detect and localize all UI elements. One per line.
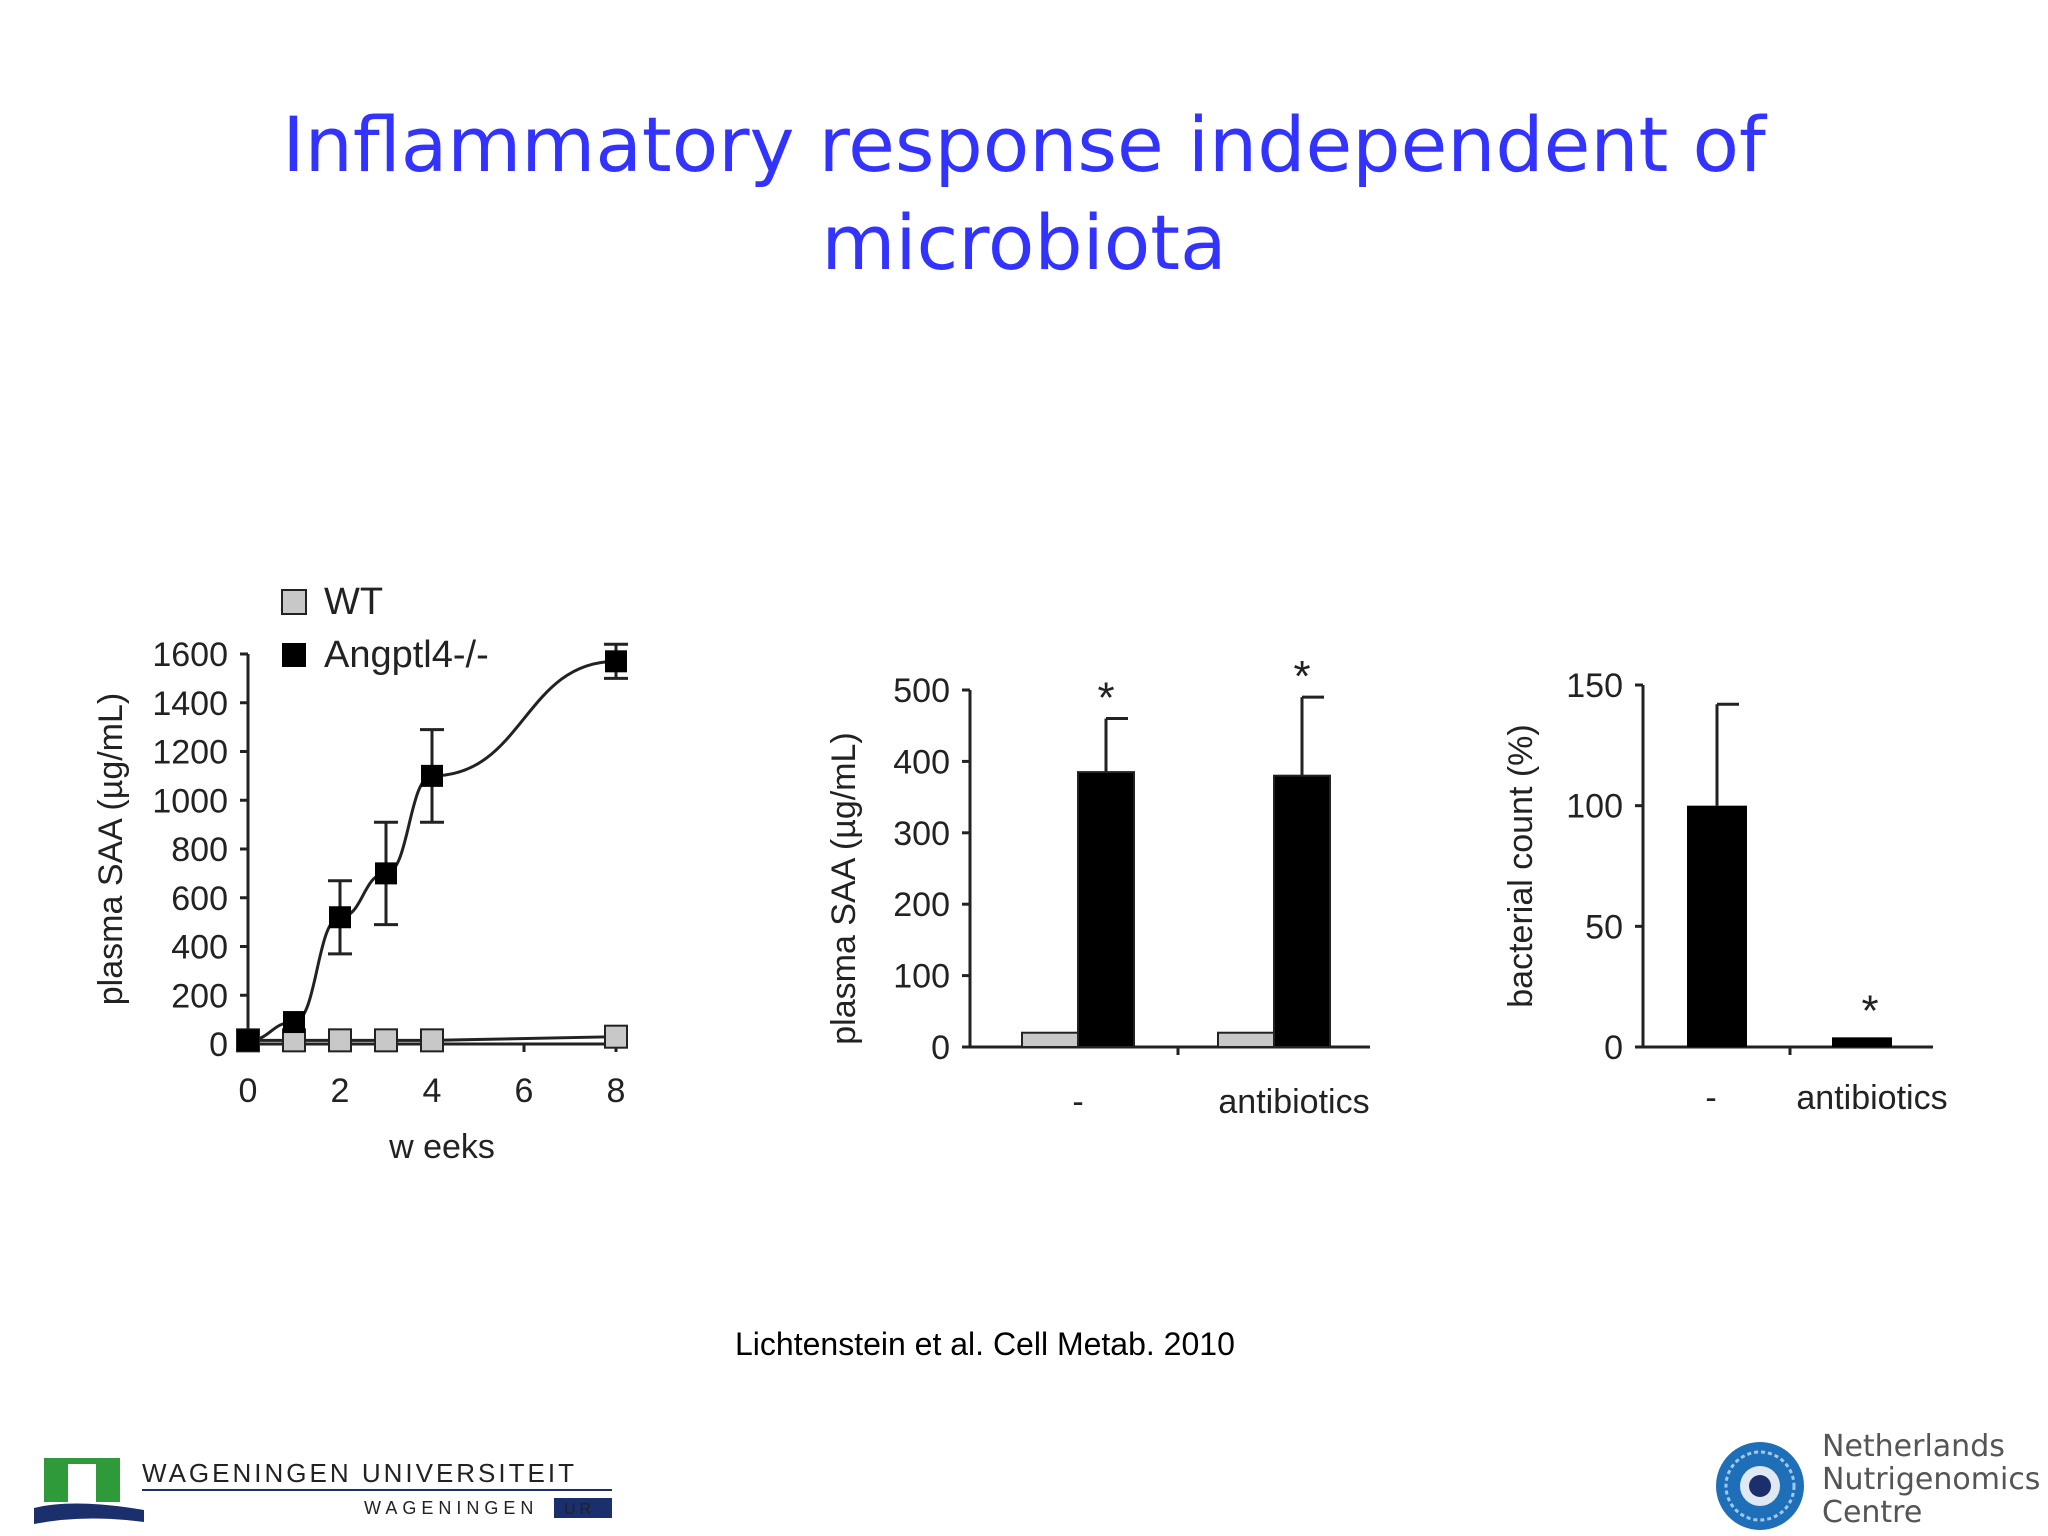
nnc-text-line-1: Netherlands — [1822, 1429, 2005, 1464]
logo-globe-ring — [1724, 1450, 1796, 1522]
y-tick-label: 1000 — [152, 782, 228, 820]
data-point-angptl4 — [329, 906, 351, 929]
bar-bacterial-count — [1832, 1037, 1892, 1047]
significance-asterisk: * — [1861, 986, 1878, 1035]
y-tick-label: 100 — [1566, 788, 1623, 826]
logo-ur-badge — [554, 1498, 612, 1518]
data-point-wt — [328, 1028, 352, 1053]
x-axis-label: w eeks — [388, 1128, 495, 1166]
significance-asterisk: * — [1293, 652, 1310, 701]
y-axis-label: plasma SAA (µg/mL) — [92, 693, 130, 1005]
slide-title-line-2: microbiota — [821, 198, 1227, 287]
nutrigenomics-centre-text: Netherlands Nutrigenomics Centre — [1822, 1430, 2040, 1529]
y-tick-label: 100 — [893, 958, 950, 996]
data-point-angptl4 — [421, 764, 443, 787]
y-tick-label: 1600 — [152, 636, 228, 674]
x-tick-label: 2 — [331, 1072, 350, 1110]
y-tick-label: 600 — [171, 880, 228, 918]
wageningen-university-logo: WAGENINGEN UNIVERSITEIT WAGENINGEN UR — [34, 1458, 612, 1524]
y-axis-label: plasma SAA (µg/mL) — [825, 732, 863, 1044]
data-point-wt — [604, 1024, 628, 1049]
y-tick-label: 0 — [1604, 1029, 1623, 1067]
y-tick-label: 0 — [931, 1029, 950, 1067]
legend-swatch-wt — [281, 589, 307, 615]
legend-swatch-angptl4 — [282, 643, 306, 667]
y-tick-label: 0 — [209, 1026, 228, 1064]
bar-angptl4 — [1077, 771, 1135, 1048]
y-tick-label: 400 — [893, 743, 950, 781]
data-point-angptl4 — [283, 1011, 305, 1034]
y-tick-label: 300 — [893, 815, 950, 853]
data-point-wt — [420, 1028, 444, 1053]
y-tick-label: 800 — [171, 831, 228, 869]
logo-ur-badge-text: UR — [564, 1501, 595, 1518]
nutrigenomics-centre-logo — [1716, 1442, 1804, 1530]
x-category-label: - — [1705, 1079, 1716, 1117]
data-point-angptl4 — [237, 1029, 259, 1052]
data-point-angptl4 — [605, 650, 627, 673]
legend-label-angptl4: Angptl4-/- — [324, 634, 489, 676]
y-tick-label: 200 — [171, 977, 228, 1015]
data-point-angptl4 — [375, 862, 397, 885]
logo-text-line-2: WAGENINGEN — [364, 1498, 538, 1518]
x-category-label: antibiotics — [1796, 1079, 1947, 1117]
y-axis-label: bacterial count (%) — [1502, 724, 1540, 1007]
significance-asterisk: * — [1097, 674, 1114, 723]
x-tick-label: 4 — [423, 1072, 442, 1110]
y-tick-label: 1200 — [152, 734, 228, 772]
x-tick-label: 8 — [607, 1072, 626, 1110]
logo-globe-center — [1749, 1475, 1771, 1497]
slide-title-line-1: Inflammatory response independent of — [282, 100, 1766, 189]
y-tick-label: 50 — [1585, 908, 1623, 946]
x-tick-label: 6 — [515, 1072, 534, 1110]
logo-wave-icon — [34, 1503, 144, 1524]
nnc-text-line-2: Nutrigenomics — [1822, 1462, 2041, 1497]
x-category-label: antibiotics — [1218, 1083, 1369, 1121]
logo-text-line-1: WAGENINGEN UNIVERSITEIT — [142, 1458, 577, 1488]
logo-white-window — [68, 1464, 96, 1502]
legend-label-wt: WT — [324, 581, 383, 623]
nnc-text-line-3: Centre — [1822, 1495, 1923, 1530]
x-category-label: - — [1072, 1083, 1083, 1121]
y-tick-label: 400 — [171, 929, 228, 967]
x-tick-label: 0 — [239, 1072, 258, 1110]
y-tick-label: 500 — [893, 672, 950, 710]
data-point-wt — [374, 1028, 398, 1053]
y-tick-label: 1400 — [152, 685, 228, 723]
bar-angptl4 — [1273, 774, 1331, 1048]
bar-bacterial-count — [1687, 805, 1747, 1047]
slide-title: Inflammatory response independent of mic… — [224, 96, 1824, 292]
citation: Lichtenstein et al. Cell Metab. 2010 — [735, 1326, 1235, 1362]
y-tick-label: 150 — [1566, 667, 1623, 705]
y-tick-label: 200 — [893, 886, 950, 924]
